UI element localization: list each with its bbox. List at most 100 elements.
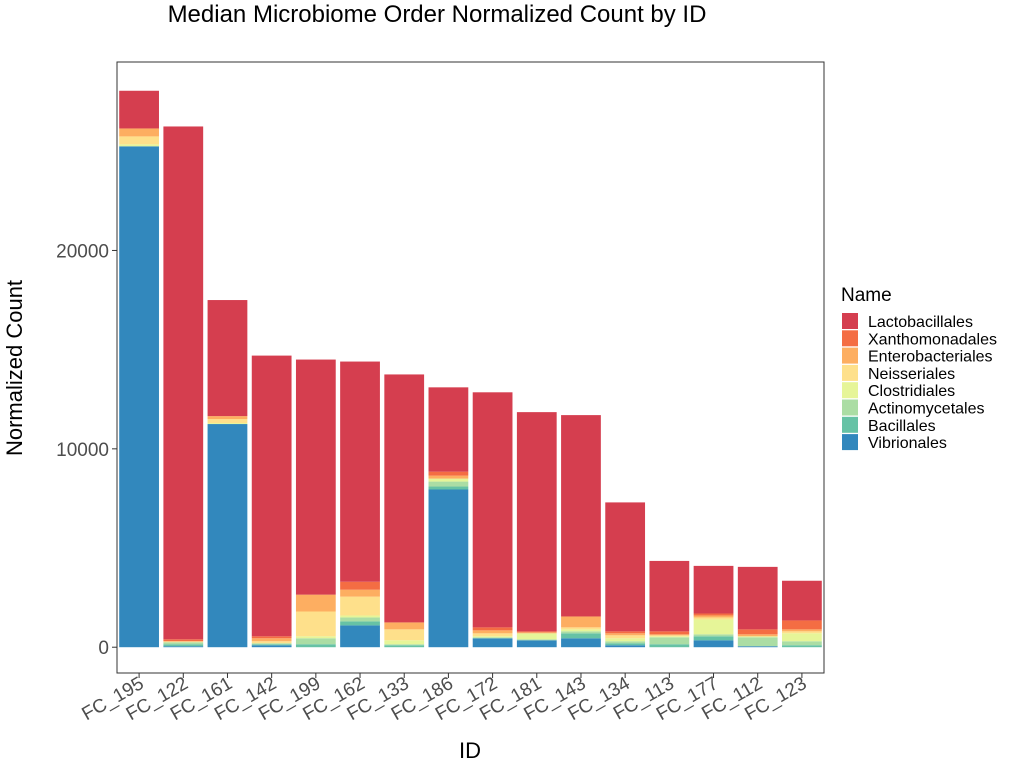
bar-fc-134-lactobacillales <box>605 502 646 632</box>
bar-fc-162-bacillales <box>340 621 380 626</box>
legend-label-xanthomonadales: Xanthomonadales <box>868 331 997 348</box>
bar-fc-122-vibrionales <box>163 646 204 648</box>
bar-fc-112-lactobacillales <box>737 566 778 630</box>
bar-fc-177-bacillales <box>693 636 734 641</box>
legend-label-clostridiales: Clostridiales <box>868 383 955 400</box>
bar-fc-172-xanthomonadales <box>472 627 513 631</box>
bar-fc-177-neisseriales <box>693 617 734 620</box>
x-axis: FC_195FC_122FC_161FC_142FC_199FC_162FC_1… <box>79 673 811 725</box>
bar-fc-134-actinomycetales <box>605 641 646 644</box>
bar-fc-134-clostridiales <box>605 638 646 642</box>
bar-fc-142-bacillales <box>251 644 292 646</box>
bar-fc-122-actinomycetales <box>163 642 204 645</box>
bar-fc-181-actinomycetales <box>516 639 557 641</box>
bar-fc-113-clostridiales <box>649 636 690 638</box>
bar-fc-186-enterobacteriales <box>428 475 469 479</box>
bar-fc-133-bacillales <box>384 645 425 648</box>
bar-fc-134-vibrionales <box>605 645 646 648</box>
legend-swatch-xanthomonadales <box>842 330 858 347</box>
bar-fc-195-lactobacillales <box>119 90 159 129</box>
bar-fc-172-neisseriales <box>472 633 513 637</box>
bar-fc-199-neisseriales <box>295 611 336 637</box>
bar-fc-134-xanthomonadales <box>605 631 646 634</box>
bar-fc-143-actinomycetales <box>561 631 601 634</box>
bar-fc-162-lactobacillales <box>340 361 380 582</box>
chart-title: Median Microbiome Order Normalized Count… <box>168 1 707 28</box>
bar-fc-123-lactobacillales <box>782 580 822 621</box>
bar-fc-113-bacillales <box>649 644 690 648</box>
bar-fc-199-lactobacillales <box>295 359 336 595</box>
bar-fc-143-enterobacteriales <box>561 616 601 628</box>
x-axis-title: ID <box>459 738 481 763</box>
bar-fc-142-enterobacteriales <box>251 638 292 642</box>
bar-fc-186-clostridiales <box>428 478 469 482</box>
bar-fc-143-lactobacillales <box>561 415 601 617</box>
bar-fc-162-xanthomonadales <box>340 581 380 590</box>
bar-fc-142-neisseriales <box>251 641 292 644</box>
legend-swatch-vibrionales <box>842 434 858 451</box>
bar-fc-142-xanthomonadales <box>251 636 292 639</box>
bar-fc-161-vibrionales <box>207 424 248 648</box>
legend-swatch-bacillales <box>842 416 858 433</box>
legend: Name LactobacillalesXanthomonadalesEnter… <box>841 285 997 452</box>
bar-fc-162-neisseriales <box>340 596 380 616</box>
bar-fc-143-vibrionales <box>561 638 601 648</box>
bar-fc-123-clostridiales <box>782 633 822 642</box>
bar-fc-181-vibrionales <box>516 640 557 648</box>
bar-fc-172-actinomycetales <box>472 637 513 639</box>
bar-fc-113-xanthomonadales <box>649 631 690 635</box>
bar-fc-199-enterobacteriales <box>295 594 336 612</box>
bar-fc-143-neisseriales <box>561 627 601 630</box>
legend-label-bacillales: Bacillales <box>868 418 936 435</box>
bar-fc-195-neisseriales <box>119 136 159 145</box>
bar-fc-186-actinomycetales <box>428 481 469 487</box>
bar-fc-172-enterobacteriales <box>472 630 513 634</box>
legend-swatch-lactobacillales <box>842 313 858 329</box>
bar-fc-142-vibrionales <box>251 645 292 648</box>
bar-fc-133-enterobacteriales <box>384 622 425 630</box>
bar-fc-162-vibrionales <box>340 625 380 648</box>
bar-fc-134-neisseriales <box>605 635 646 639</box>
legend-label-vibrionales: Vibrionales <box>868 435 947 452</box>
bar-fc-199-bacillales <box>295 644 336 648</box>
bar-fc-142-actinomycetales <box>251 643 292 645</box>
bar-fc-181-lactobacillales <box>516 412 557 632</box>
bar-fc-181-clostridiales <box>516 633 557 640</box>
bar-fc-162-enterobacteriales <box>340 589 380 597</box>
bar-fc-112-vibrionales <box>737 646 778 648</box>
legend-label-actinomycetales: Actinomycetales <box>868 401 985 418</box>
bar-fc-143-clostridiales <box>561 629 601 632</box>
y-tick-label: 10000 <box>56 440 109 461</box>
legend-title: Name <box>841 285 892 306</box>
bar-fc-123-enterobacteriales <box>782 629 822 632</box>
bar-fc-195-enterobacteriales <box>119 128 159 137</box>
bar-fc-199-clostridiales <box>295 636 336 639</box>
legend-swatch-clostridiales <box>842 382 858 399</box>
legend-label-enterobacteriales: Enterobacteriales <box>868 349 993 366</box>
legend-label-neisseriales: Neisseriales <box>868 366 955 383</box>
bar-fc-177-actinomycetales <box>693 634 734 637</box>
bar-fc-123-neisseriales <box>782 631 822 634</box>
bar-fc-161-lactobacillales <box>207 300 248 417</box>
legend-swatch-neisseriales <box>842 364 858 381</box>
bars-group <box>119 90 822 648</box>
bar-fc-112-clostridiales <box>737 636 778 638</box>
bar-fc-142-lactobacillales <box>251 355 292 637</box>
bar-fc-134-enterobacteriales <box>605 633 646 636</box>
bar-fc-177-enterobacteriales <box>693 615 734 618</box>
bar-fc-195-vibrionales <box>119 146 159 648</box>
bar-fc-123-actinomycetales <box>782 641 822 646</box>
bar-fc-133-lactobacillales <box>384 374 425 623</box>
bar-fc-122-lactobacillales <box>163 126 204 640</box>
plot-border <box>116 61 825 674</box>
bar-fc-177-lactobacillales <box>693 565 734 614</box>
bar-fc-161-enterobacteriales <box>207 416 248 420</box>
bar-fc-113-enterobacteriales <box>649 634 690 636</box>
legend-swatch-actinomycetales <box>842 399 858 416</box>
bar-fc-113-lactobacillales <box>649 560 690 632</box>
bar-fc-112-enterobacteriales <box>737 634 778 637</box>
legend-label-lactobacillales: Lactobacillales <box>868 314 973 331</box>
bar-fc-172-lactobacillales <box>472 392 513 628</box>
bar-fc-122-bacillales <box>163 644 204 647</box>
